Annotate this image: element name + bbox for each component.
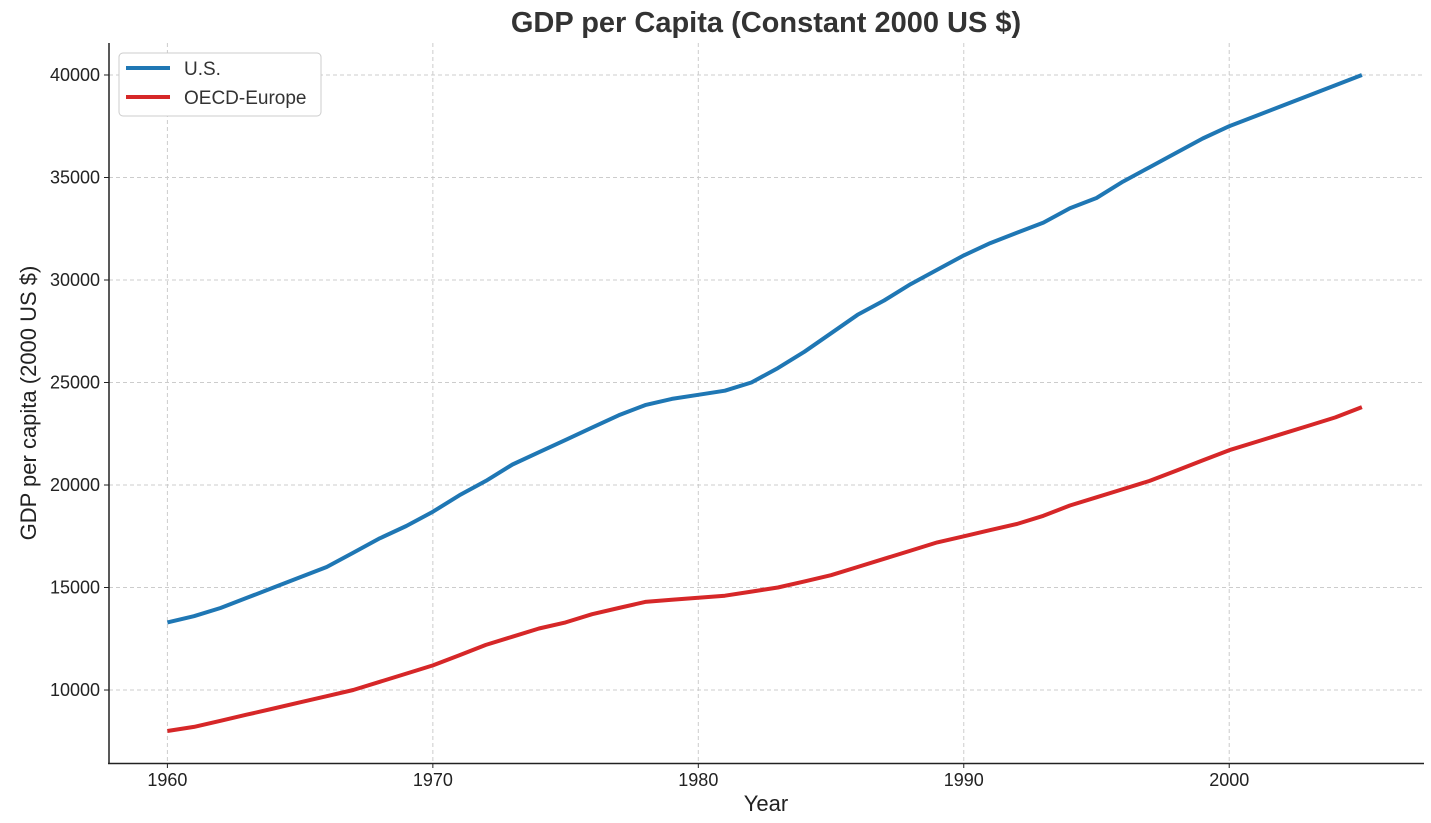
x-tick-label: 1990 (944, 770, 984, 790)
y-tick-label: 35000 (50, 167, 100, 187)
chart-title: GDP per Capita (Constant 2000 US $) (511, 7, 1021, 39)
x-axis-label: Year (744, 791, 788, 816)
ticks: 1960 1970 1980 1990 2000 10000 15000 20000 25000… (50, 65, 1249, 790)
x-tick-label: 1970 (413, 770, 453, 790)
grid (109, 43, 1423, 763)
y-tick-label: 20000 (50, 475, 100, 495)
legend-label-us: U.S. (184, 59, 221, 80)
x-tick-label: 1980 (678, 770, 718, 790)
y-axis-label: GDP per capita (2000 US $) (16, 266, 41, 541)
series-line-oecd-europe (167, 405, 1363, 733)
y-tick-label: 25000 (50, 372, 100, 392)
series-lines (166, 73, 1363, 733)
x-tick-label: 1960 (147, 770, 187, 790)
x-tick-label: 2000 (1209, 770, 1249, 790)
series-line-u-s (166, 73, 1363, 625)
y-tick-label: 10000 (50, 680, 100, 700)
y-tick-label: 30000 (50, 270, 100, 290)
y-tick-label: 40000 (50, 65, 100, 85)
y-tick-label: 15000 (50, 578, 100, 598)
legend-label-oecd-europe: OECD-Europe (184, 88, 307, 109)
legend: U.S. OECD-Europe (118, 52, 322, 117)
